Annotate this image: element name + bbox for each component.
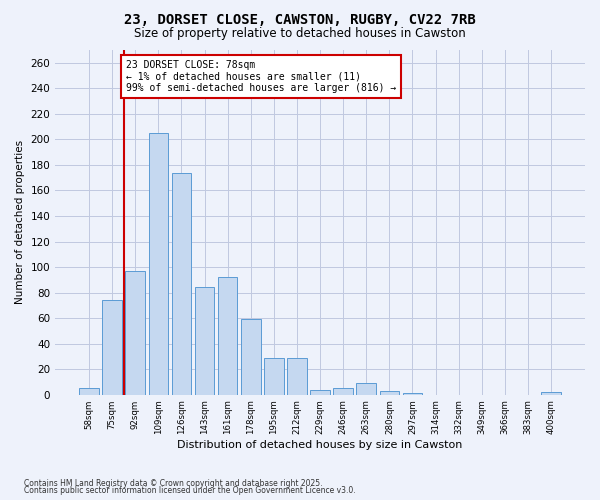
- Bar: [172, 172, 191, 394]
- Bar: [241, 320, 260, 394]
- Bar: [541, 392, 561, 394]
- Text: Contains public sector information licensed under the Open Government Licence v3: Contains public sector information licen…: [24, 486, 356, 495]
- Bar: [195, 288, 214, 395]
- Bar: [380, 391, 399, 394]
- Bar: [125, 271, 145, 394]
- Bar: [149, 133, 168, 394]
- Text: 23, DORSET CLOSE, CAWSTON, RUGBY, CV22 7RB: 23, DORSET CLOSE, CAWSTON, RUGBY, CV22 7…: [124, 12, 476, 26]
- Bar: [310, 390, 330, 394]
- Text: Size of property relative to detached houses in Cawston: Size of property relative to detached ho…: [134, 28, 466, 40]
- Bar: [103, 300, 122, 394]
- Y-axis label: Number of detached properties: Number of detached properties: [15, 140, 25, 304]
- Bar: [287, 358, 307, 395]
- Bar: [264, 358, 284, 395]
- Text: 23 DORSET CLOSE: 78sqm
← 1% of detached houses are smaller (11)
99% of semi-deta: 23 DORSET CLOSE: 78sqm ← 1% of detached …: [126, 60, 396, 94]
- X-axis label: Distribution of detached houses by size in Cawston: Distribution of detached houses by size …: [178, 440, 463, 450]
- Text: Contains HM Land Registry data © Crown copyright and database right 2025.: Contains HM Land Registry data © Crown c…: [24, 478, 323, 488]
- Bar: [356, 383, 376, 394]
- Bar: [79, 388, 99, 394]
- Bar: [334, 388, 353, 394]
- Bar: [218, 278, 238, 394]
